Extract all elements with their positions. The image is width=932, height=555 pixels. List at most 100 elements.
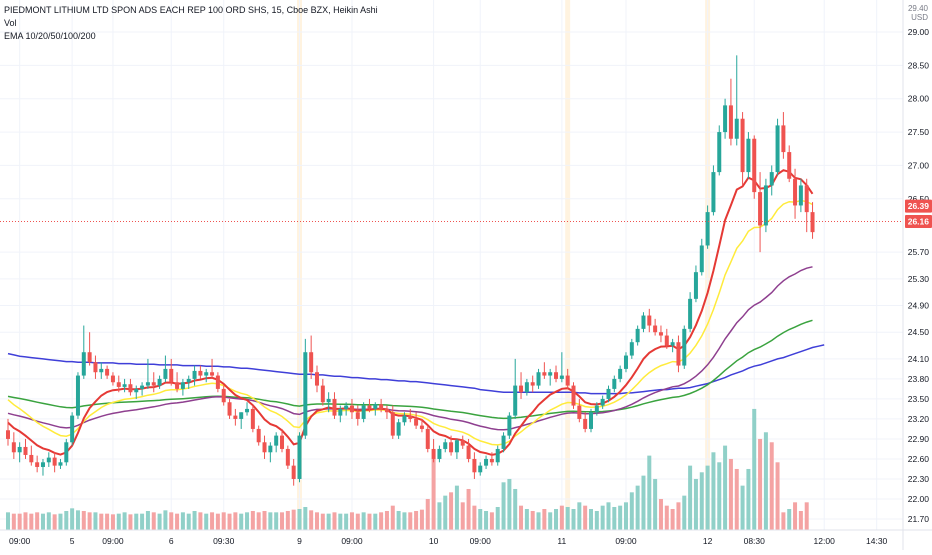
candle[interactable] bbox=[775, 118, 780, 176]
candle[interactable] bbox=[693, 265, 698, 303]
candle[interactable] bbox=[6, 418, 10, 446]
candle[interactable] bbox=[192, 365, 197, 386]
candle[interactable] bbox=[810, 202, 815, 239]
candle[interactable] bbox=[449, 435, 454, 456]
candle[interactable] bbox=[390, 405, 395, 439]
candle[interactable] bbox=[571, 382, 576, 409]
candle[interactable] bbox=[519, 372, 524, 399]
candle[interactable] bbox=[52, 452, 57, 473]
candle[interactable] bbox=[58, 458, 63, 469]
candle[interactable] bbox=[245, 402, 250, 416]
candle[interactable] bbox=[612, 375, 617, 393]
candle[interactable] bbox=[443, 438, 448, 453]
candle[interactable] bbox=[495, 445, 500, 466]
candle[interactable] bbox=[122, 378, 127, 393]
candle[interactable] bbox=[373, 402, 378, 416]
candle[interactable] bbox=[198, 365, 203, 379]
candle[interactable] bbox=[623, 352, 628, 373]
candle[interactable] bbox=[274, 432, 279, 453]
candle[interactable] bbox=[186, 375, 191, 389]
candle[interactable] bbox=[338, 405, 343, 423]
candle[interactable] bbox=[303, 338, 308, 439]
candle[interactable] bbox=[513, 358, 518, 419]
candle[interactable] bbox=[629, 338, 634, 359]
candle[interactable] bbox=[431, 438, 436, 463]
candle[interactable] bbox=[23, 438, 28, 459]
candle[interactable] bbox=[804, 178, 809, 233]
candle[interactable] bbox=[256, 425, 261, 446]
candle[interactable] bbox=[460, 435, 465, 449]
candle[interactable] bbox=[239, 412, 244, 429]
candle[interactable] bbox=[746, 132, 751, 179]
candle[interactable] bbox=[723, 98, 728, 139]
candle[interactable] bbox=[250, 405, 255, 433]
candle[interactable] bbox=[227, 398, 232, 419]
candle[interactable] bbox=[763, 178, 768, 233]
candle[interactable] bbox=[134, 385, 139, 399]
candle[interactable] bbox=[175, 372, 180, 393]
candle[interactable] bbox=[478, 462, 483, 476]
candle[interactable] bbox=[484, 455, 489, 469]
candle[interactable] bbox=[688, 292, 693, 333]
candle[interactable] bbox=[221, 385, 226, 406]
candle[interactable] bbox=[355, 405, 360, 426]
candle[interactable] bbox=[105, 365, 110, 379]
candle[interactable] bbox=[489, 452, 494, 466]
candle[interactable] bbox=[314, 365, 319, 393]
price-axis[interactable]: 29.00 28.50 28.00 27.50 27.00 26.50 25.70 25.30… bbox=[902, 0, 932, 550]
time-axis[interactable]: 09:00 5 09:00 6 09:30 9 09:00 10 09:00 11 09:00 12 0… bbox=[0, 529, 932, 546]
candle[interactable] bbox=[635, 325, 640, 346]
candle[interactable] bbox=[268, 442, 273, 463]
candle[interactable] bbox=[367, 398, 372, 413]
candle[interactable] bbox=[542, 362, 547, 379]
candle[interactable] bbox=[396, 418, 401, 439]
candle[interactable] bbox=[210, 358, 215, 379]
candle[interactable] bbox=[17, 442, 22, 463]
candle[interactable] bbox=[781, 112, 786, 159]
candle[interactable] bbox=[711, 165, 716, 216]
symbol-title[interactable]: PIEDMONT LITHIUM LTD SPON ADS EACH REP 1… bbox=[4, 5, 378, 15]
candle[interactable] bbox=[664, 328, 669, 349]
candle[interactable] bbox=[641, 312, 646, 333]
candle[interactable] bbox=[204, 368, 209, 383]
candle[interactable] bbox=[145, 358, 150, 389]
candle[interactable] bbox=[379, 398, 384, 413]
candle[interactable] bbox=[75, 372, 80, 419]
candle[interactable] bbox=[618, 365, 623, 383]
candles[interactable] bbox=[6, 55, 815, 486]
volume-indicator-label[interactable]: Vol bbox=[4, 18, 17, 28]
candle[interactable] bbox=[699, 238, 704, 276]
candle[interactable] bbox=[402, 412, 407, 426]
candle[interactable] bbox=[309, 335, 314, 379]
candle[interactable] bbox=[472, 452, 477, 479]
candle[interactable] bbox=[110, 372, 115, 386]
candle[interactable] bbox=[653, 318, 658, 336]
ema-indicator-label[interactable]: EMA 10/20/50/100/200 bbox=[4, 31, 96, 41]
candle[interactable] bbox=[40, 458, 45, 476]
candle[interactable] bbox=[99, 362, 104, 379]
candle[interactable] bbox=[233, 408, 238, 426]
candle[interactable] bbox=[70, 412, 75, 446]
candle[interactable] bbox=[717, 125, 722, 176]
candle[interactable] bbox=[600, 395, 605, 409]
candle[interactable] bbox=[589, 408, 593, 433]
candle[interactable] bbox=[384, 405, 389, 419]
candle[interactable] bbox=[437, 445, 442, 463]
candle[interactable] bbox=[536, 368, 541, 389]
candle[interactable] bbox=[285, 445, 290, 469]
candle[interactable] bbox=[35, 455, 40, 473]
candle[interactable] bbox=[501, 432, 506, 453]
candle[interactable] bbox=[734, 55, 739, 146]
candle[interactable] bbox=[728, 78, 733, 146]
candle[interactable] bbox=[408, 408, 413, 423]
candle[interactable] bbox=[361, 402, 366, 423]
candle[interactable] bbox=[151, 372, 156, 393]
candle[interactable] bbox=[752, 135, 757, 199]
candle[interactable] bbox=[169, 358, 174, 386]
candle[interactable] bbox=[116, 375, 121, 393]
candle[interactable] bbox=[215, 372, 220, 393]
candle[interactable] bbox=[583, 412, 588, 433]
candle[interactable] bbox=[798, 178, 803, 213]
